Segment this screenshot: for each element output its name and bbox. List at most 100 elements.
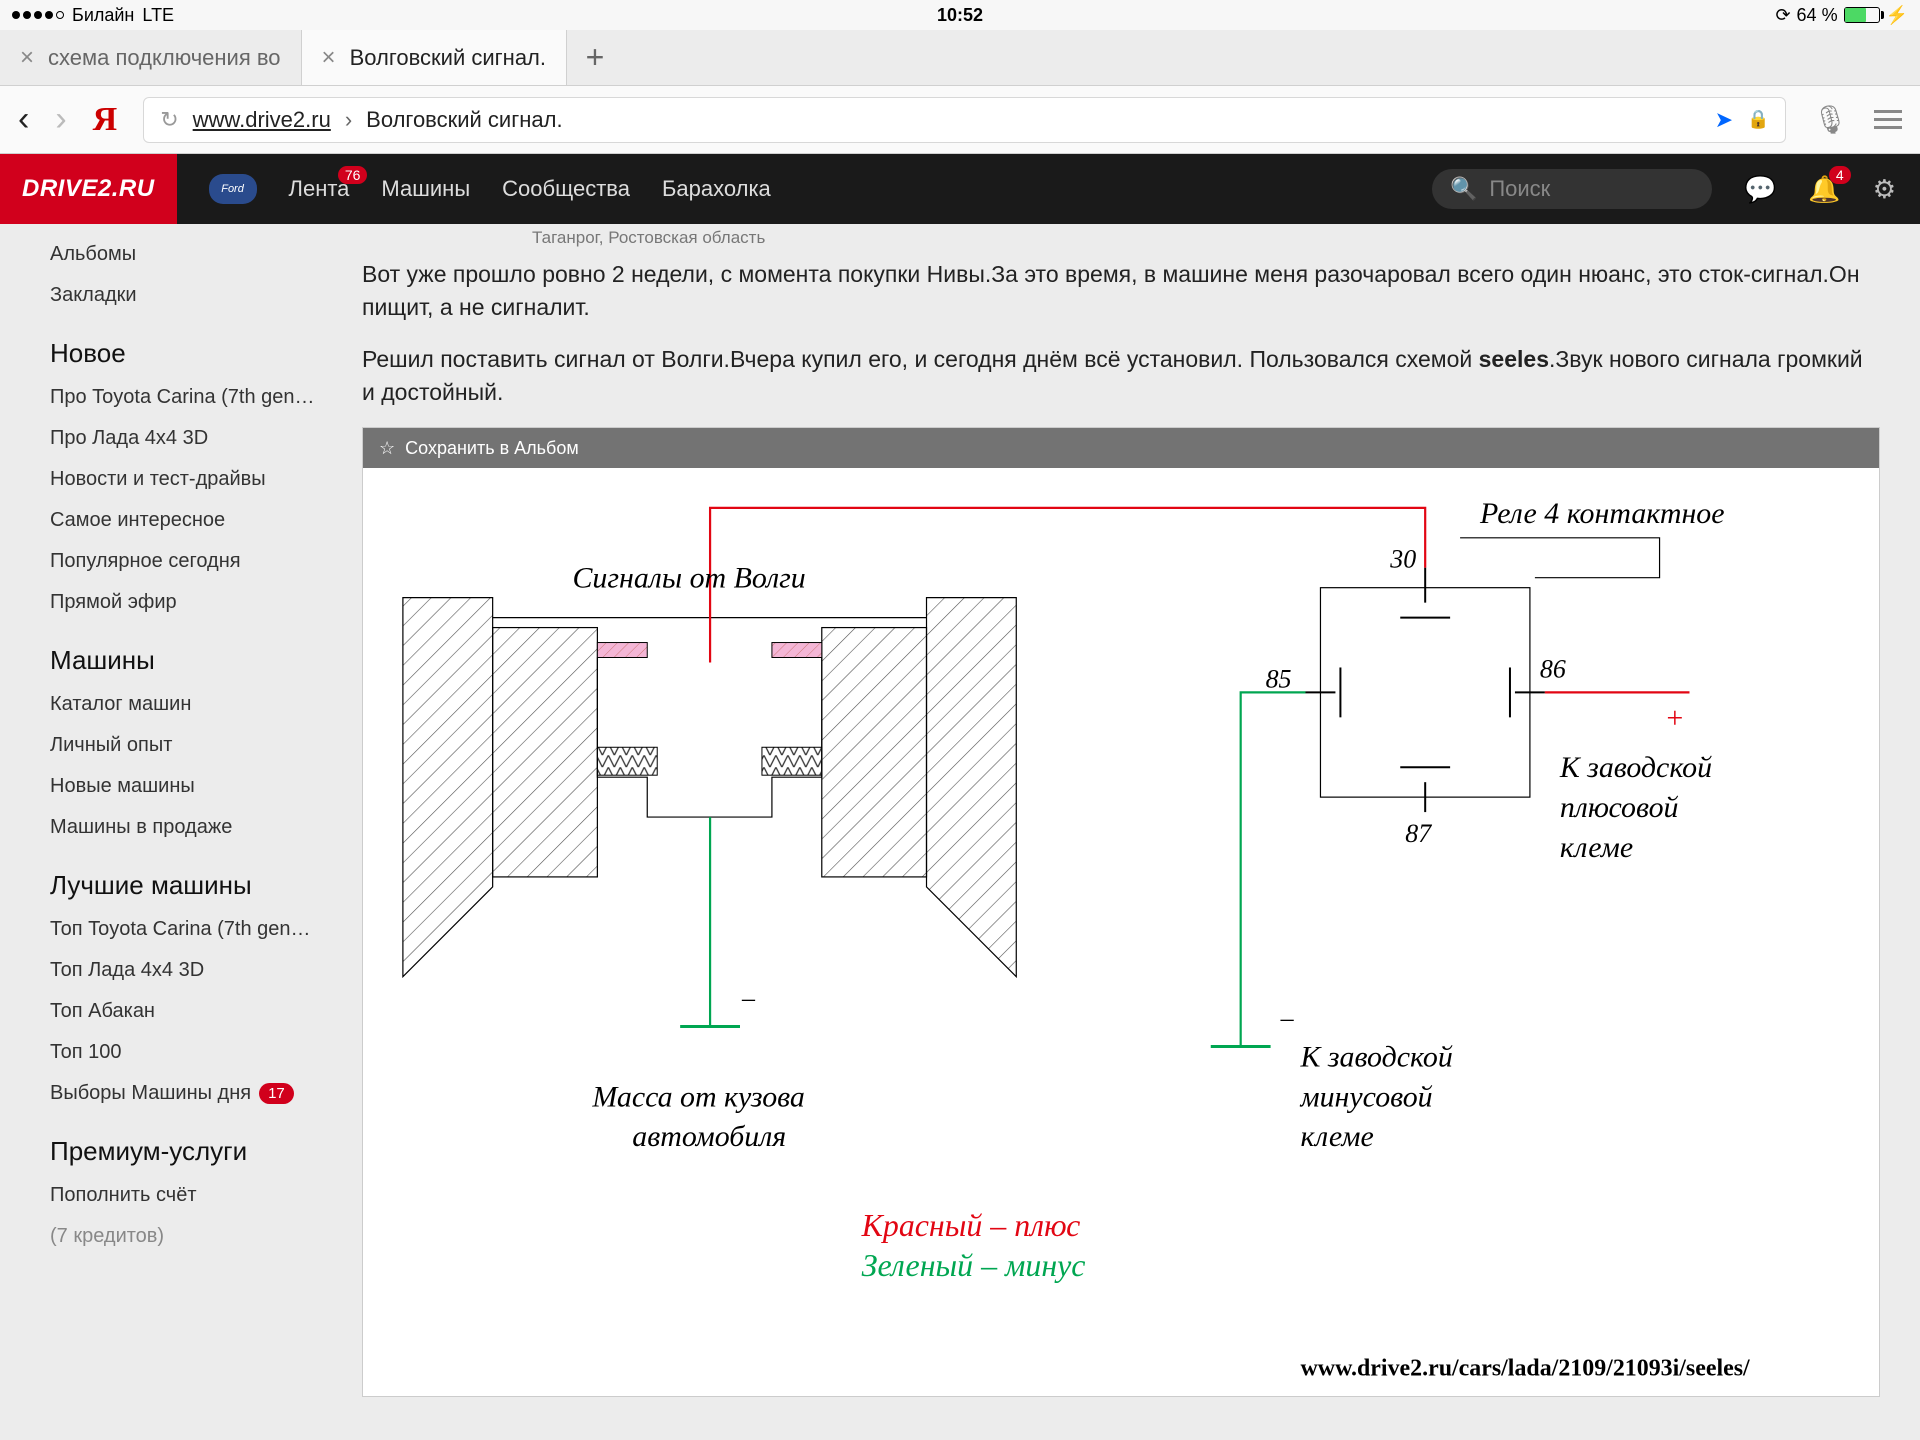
new-tab-button[interactable]: + bbox=[567, 30, 623, 85]
legend-red: Красный – плюс bbox=[861, 1208, 1081, 1243]
url-domain: www.drive2.ru bbox=[193, 107, 331, 133]
battery-pct: 64 % bbox=[1797, 5, 1838, 26]
rotation-lock-icon: ⟳ bbox=[1775, 5, 1790, 26]
tab-inactive[interactable]: × схема подключения во bbox=[0, 30, 302, 85]
factory-minus-1: К заводской bbox=[1300, 1041, 1453, 1074]
factory-plus-3: клеме bbox=[1560, 831, 1633, 864]
post-text-b: seeles bbox=[1479, 346, 1549, 372]
site-header: DRIVE2.RU Ford Лента 76 Машины Сообществ… bbox=[0, 154, 1920, 224]
sidebar-item-vote[interactable]: Выборы Машины дня 17 bbox=[50, 1073, 350, 1114]
charging-icon: ⚡ bbox=[1886, 5, 1908, 26]
minus-sign: – bbox=[741, 984, 756, 1013]
pin85: 85 bbox=[1266, 665, 1292, 694]
status-right: ⟳ 64 % ⚡ bbox=[1775, 5, 1908, 26]
site-search[interactable]: 🔍 Поиск bbox=[1432, 169, 1712, 209]
save-album-label: Сохранить в Альбом bbox=[405, 438, 579, 459]
sidebar-heading-premium: Премиум-услуги bbox=[50, 1114, 350, 1175]
relay-label: Реле 4 контактное bbox=[1479, 497, 1724, 530]
sidebar-item: (7 кредитов) bbox=[50, 1216, 350, 1257]
factory-minus-3: клеме bbox=[1301, 1121, 1374, 1154]
network-label: LTE bbox=[142, 5, 174, 26]
post-meta: Таганрог, Ростовская область bbox=[362, 224, 1880, 258]
sidebar-item[interactable]: Топ Toyota Carina (7th gen… bbox=[50, 909, 350, 950]
save-to-album-button[interactable]: ☆ Сохранить в Альбом bbox=[363, 428, 1879, 468]
back-button[interactable]: ‹ bbox=[18, 100, 29, 139]
pin86: 86 bbox=[1540, 655, 1566, 684]
forward-button[interactable]: › bbox=[55, 100, 66, 139]
sidebar-item[interactable]: Топ Лада 4x4 3D bbox=[50, 950, 350, 991]
sidebar-item[interactable]: Топ Абакан bbox=[50, 991, 350, 1032]
sidebar-item-label: Выборы Машины дня bbox=[50, 1082, 251, 1105]
sidebar-item[interactable]: Личный опыт bbox=[50, 725, 350, 766]
tab-active[interactable]: × Волговский сигнал. bbox=[302, 30, 567, 85]
car-badge[interactable]: Ford bbox=[209, 174, 257, 204]
carrier-label: Билайн bbox=[72, 5, 134, 26]
search-placeholder: Поиск bbox=[1489, 176, 1550, 202]
minus-sign-2: – bbox=[1280, 1004, 1295, 1033]
nav-communities[interactable]: Сообщества bbox=[502, 176, 630, 202]
menu-icon[interactable] bbox=[1874, 110, 1902, 129]
gear-icon[interactable]: ⚙ bbox=[1873, 174, 1896, 205]
battery-icon bbox=[1844, 7, 1880, 23]
star-icon: ☆ bbox=[379, 438, 395, 459]
nav-badge: 76 bbox=[338, 166, 368, 184]
sidebar-heading-new: Новое bbox=[50, 316, 350, 377]
sidebar-item[interactable]: Топ 100 bbox=[50, 1032, 350, 1073]
legend-green: Зеленый – минус bbox=[862, 1248, 1086, 1283]
address-bar-row: ‹ › Я ↻ www.drive2.ru › Волговский сигна… bbox=[0, 86, 1920, 154]
lock-icon: 🔒 bbox=[1747, 109, 1769, 130]
mic-icon[interactable]: 🎙 bbox=[1812, 103, 1848, 136]
url-title: Волговский сигнал. bbox=[366, 107, 562, 133]
sidebar-item[interactable]: Про Toyota Carina (7th gen… bbox=[50, 377, 350, 418]
sidebar-item[interactable]: Прямой эфир bbox=[50, 582, 350, 623]
address-field[interactable]: ↻ www.drive2.ru › Волговский сигнал. ➤ 🔒 bbox=[143, 97, 1786, 143]
sidebar-badge: 17 bbox=[259, 1083, 294, 1104]
tab-title: Волговский сигнал. bbox=[350, 45, 546, 71]
tab-title: схема подключения во bbox=[48, 45, 281, 71]
factory-minus-2: минусовой bbox=[1300, 1081, 1433, 1114]
pin30: 30 bbox=[1389, 545, 1416, 574]
messages-icon[interactable]: 💬 bbox=[1744, 174, 1776, 205]
site-logo[interactable]: DRIVE2.RU bbox=[0, 154, 177, 224]
search-icon: 🔍 bbox=[1450, 176, 1477, 202]
sidebar-item[interactable]: Альбомы bbox=[50, 234, 350, 275]
ground-label-2: автомобиля bbox=[632, 1121, 786, 1154]
post-paragraph: Решил поставить сигнал от Волги.Вчера ку… bbox=[362, 343, 1880, 428]
nav-cars[interactable]: Машины bbox=[381, 176, 470, 202]
bell-icon[interactable]: 🔔 4 bbox=[1808, 174, 1840, 205]
status-left: Билайн LTE bbox=[12, 5, 174, 26]
sidebar-item[interactable]: Про Лада 4x4 3D bbox=[50, 418, 350, 459]
browser-tabs: × схема подключения во × Волговский сигн… bbox=[0, 30, 1920, 86]
sidebar: Альбомы Закладки Новое Про Toyota Carina… bbox=[0, 224, 350, 1440]
post-text-a: Решил поставить сигнал от Волги.Вчера ку… bbox=[362, 346, 1479, 372]
sidebar-item[interactable]: Самое интересное bbox=[50, 500, 350, 541]
factory-plus-2: плюсовой bbox=[1560, 791, 1679, 824]
sidebar-item[interactable]: Новости и тест-драйвы bbox=[50, 459, 350, 500]
plus-sign: + bbox=[1665, 702, 1685, 735]
watermark: www.drive2.ru/cars/lada/2109/21093i/seel… bbox=[1301, 1356, 1751, 1382]
sidebar-item[interactable]: Закладки bbox=[50, 275, 350, 316]
sidebar-item[interactable]: Каталог машин bbox=[50, 684, 350, 725]
close-icon[interactable]: × bbox=[322, 44, 336, 72]
sidebar-heading-best: Лучшие машины bbox=[50, 848, 350, 909]
factory-plus-1: К заводской bbox=[1559, 752, 1712, 785]
bell-badge: 4 bbox=[1829, 166, 1851, 184]
wiring-diagram: – Сигналы от Волги Масса от кузова автом… bbox=[363, 468, 1879, 1396]
yandex-logo[interactable]: Я bbox=[93, 101, 118, 139]
diagram-container: ☆ Сохранить в Альбом bbox=[362, 427, 1880, 1397]
signal-dots bbox=[12, 11, 64, 19]
sidebar-item[interactable]: Машины в продаже bbox=[50, 807, 350, 848]
turbo-icon[interactable]: ➤ bbox=[1715, 107, 1733, 133]
sidebar-item[interactable]: Новые машины bbox=[50, 766, 350, 807]
address-right: ➤ 🔒 bbox=[1715, 107, 1770, 133]
sidebar-item[interactable]: Пополнить счёт bbox=[50, 1175, 350, 1216]
sidebar-item[interactable]: Популярное сегодня bbox=[50, 541, 350, 582]
nav-market[interactable]: Барахолка bbox=[662, 176, 771, 202]
nav-feed[interactable]: Лента 76 bbox=[289, 176, 350, 202]
ios-status-bar: Билайн LTE 10:52 ⟳ 64 % ⚡ bbox=[0, 0, 1920, 30]
horns-label: Сигналы от Волги bbox=[572, 562, 805, 595]
url-separator: › bbox=[345, 107, 352, 133]
close-icon[interactable]: × bbox=[20, 44, 34, 72]
content-area: Таганрог, Ростовская область Вот уже про… bbox=[350, 224, 1920, 1440]
reload-icon[interactable]: ↻ bbox=[160, 107, 178, 133]
